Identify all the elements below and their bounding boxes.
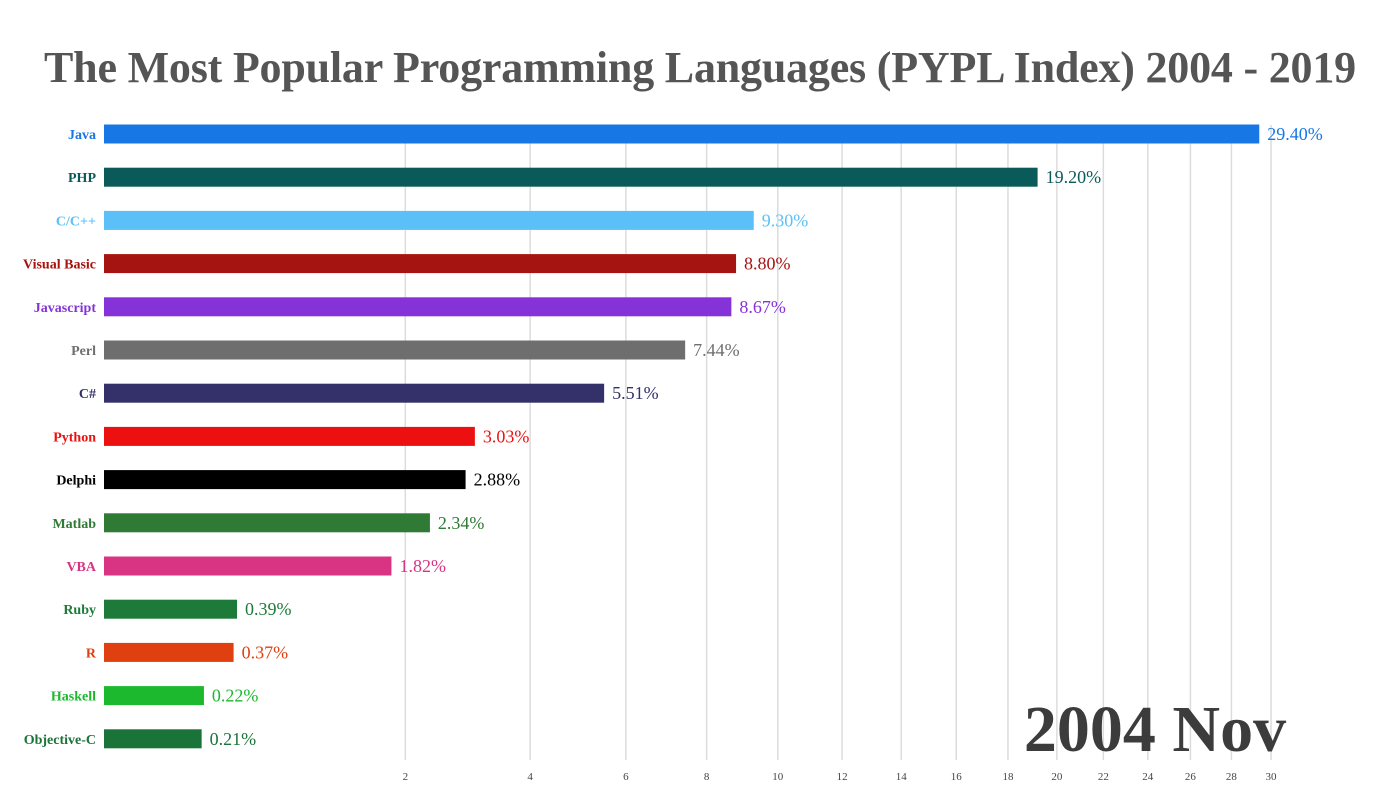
category-label: R	[86, 646, 97, 661]
x-tick-label: 30	[1266, 771, 1278, 783]
value-label: 0.37%	[242, 642, 288, 662]
value-label: 8.80%	[744, 254, 791, 274]
category-label: Matlab	[52, 517, 96, 532]
x-tick-label: 24	[1142, 771, 1154, 783]
x-tick-label: 6	[623, 771, 629, 783]
value-label: 0.22%	[212, 686, 259, 706]
x-tick-label: 18	[1002, 771, 1014, 783]
gridlines	[404, 125, 1272, 760]
value-label: 29.40%	[1267, 124, 1323, 144]
category-label: Perl	[71, 344, 96, 359]
bar	[104, 254, 737, 274]
value-label: 3.03%	[483, 426, 530, 446]
bar	[104, 383, 605, 403]
x-tick-label: 20	[1051, 771, 1063, 783]
bar	[104, 167, 1038, 187]
value-label: 2.34%	[438, 513, 485, 533]
value-label: 8.67%	[739, 297, 786, 317]
value-label: 19.20%	[1046, 167, 1102, 187]
category-label: C#	[79, 387, 96, 402]
category-label: Delphi	[56, 474, 96, 489]
x-tick-label: 10	[772, 771, 784, 783]
value-label: 2.88%	[474, 470, 521, 490]
category-label: PHP	[68, 171, 96, 186]
x-tick-label: 26	[1185, 771, 1197, 783]
value-label: 7.44%	[693, 340, 740, 360]
category-label: VBA	[66, 560, 96, 575]
bars	[104, 124, 1260, 749]
x-tick-label: 22	[1098, 771, 1109, 783]
value-label: 9.30%	[762, 210, 809, 230]
bar	[104, 729, 202, 749]
category-labels: Java PHP C/C++ Visual Basic Javascript Perl C#…	[23, 128, 97, 748]
category-label: Java	[68, 128, 96, 143]
x-tick-label: 2	[403, 771, 409, 783]
bar	[104, 686, 204, 706]
category-label: C/C++	[56, 214, 96, 229]
category-label: Ruby	[63, 603, 96, 618]
bar	[104, 556, 392, 576]
value-label: 0.21%	[210, 729, 257, 749]
value-label: 0.39%	[245, 599, 292, 619]
category-label: Python	[53, 430, 96, 445]
category-label: Visual Basic	[23, 258, 96, 273]
x-axis-ticks: 2 4 6 8 10 12 14 16 18 20 22 24 26 28 30	[403, 771, 1277, 783]
x-tick-label: 12	[837, 771, 848, 783]
bar	[104, 426, 475, 446]
bar	[104, 297, 732, 317]
bar	[104, 513, 430, 533]
category-label: Objective-C	[24, 733, 96, 748]
x-tick-label: 16	[951, 771, 963, 783]
bar	[104, 210, 754, 230]
category-label: Haskell	[51, 690, 96, 705]
bar	[104, 124, 1260, 144]
bar	[104, 642, 234, 662]
x-tick-label: 8	[704, 771, 710, 783]
bar	[104, 340, 686, 360]
value-label: 1.82%	[399, 556, 446, 576]
x-tick-label: 28	[1226, 771, 1238, 783]
bar	[104, 470, 466, 490]
date-label: 2004 Nov	[1023, 693, 1287, 766]
x-tick-label: 14	[896, 771, 908, 783]
bar	[104, 599, 238, 619]
value-labels: 29.40% 19.20% 9.30% 8.80% 8.67% 7.44% 5.51% 3.0…	[210, 124, 1323, 749]
value-label: 5.51%	[612, 383, 659, 403]
x-tick-label: 4	[527, 771, 533, 783]
chart-title: The Most Popular Programming Languages (…	[44, 43, 1356, 92]
category-label: Javascript	[34, 301, 97, 316]
